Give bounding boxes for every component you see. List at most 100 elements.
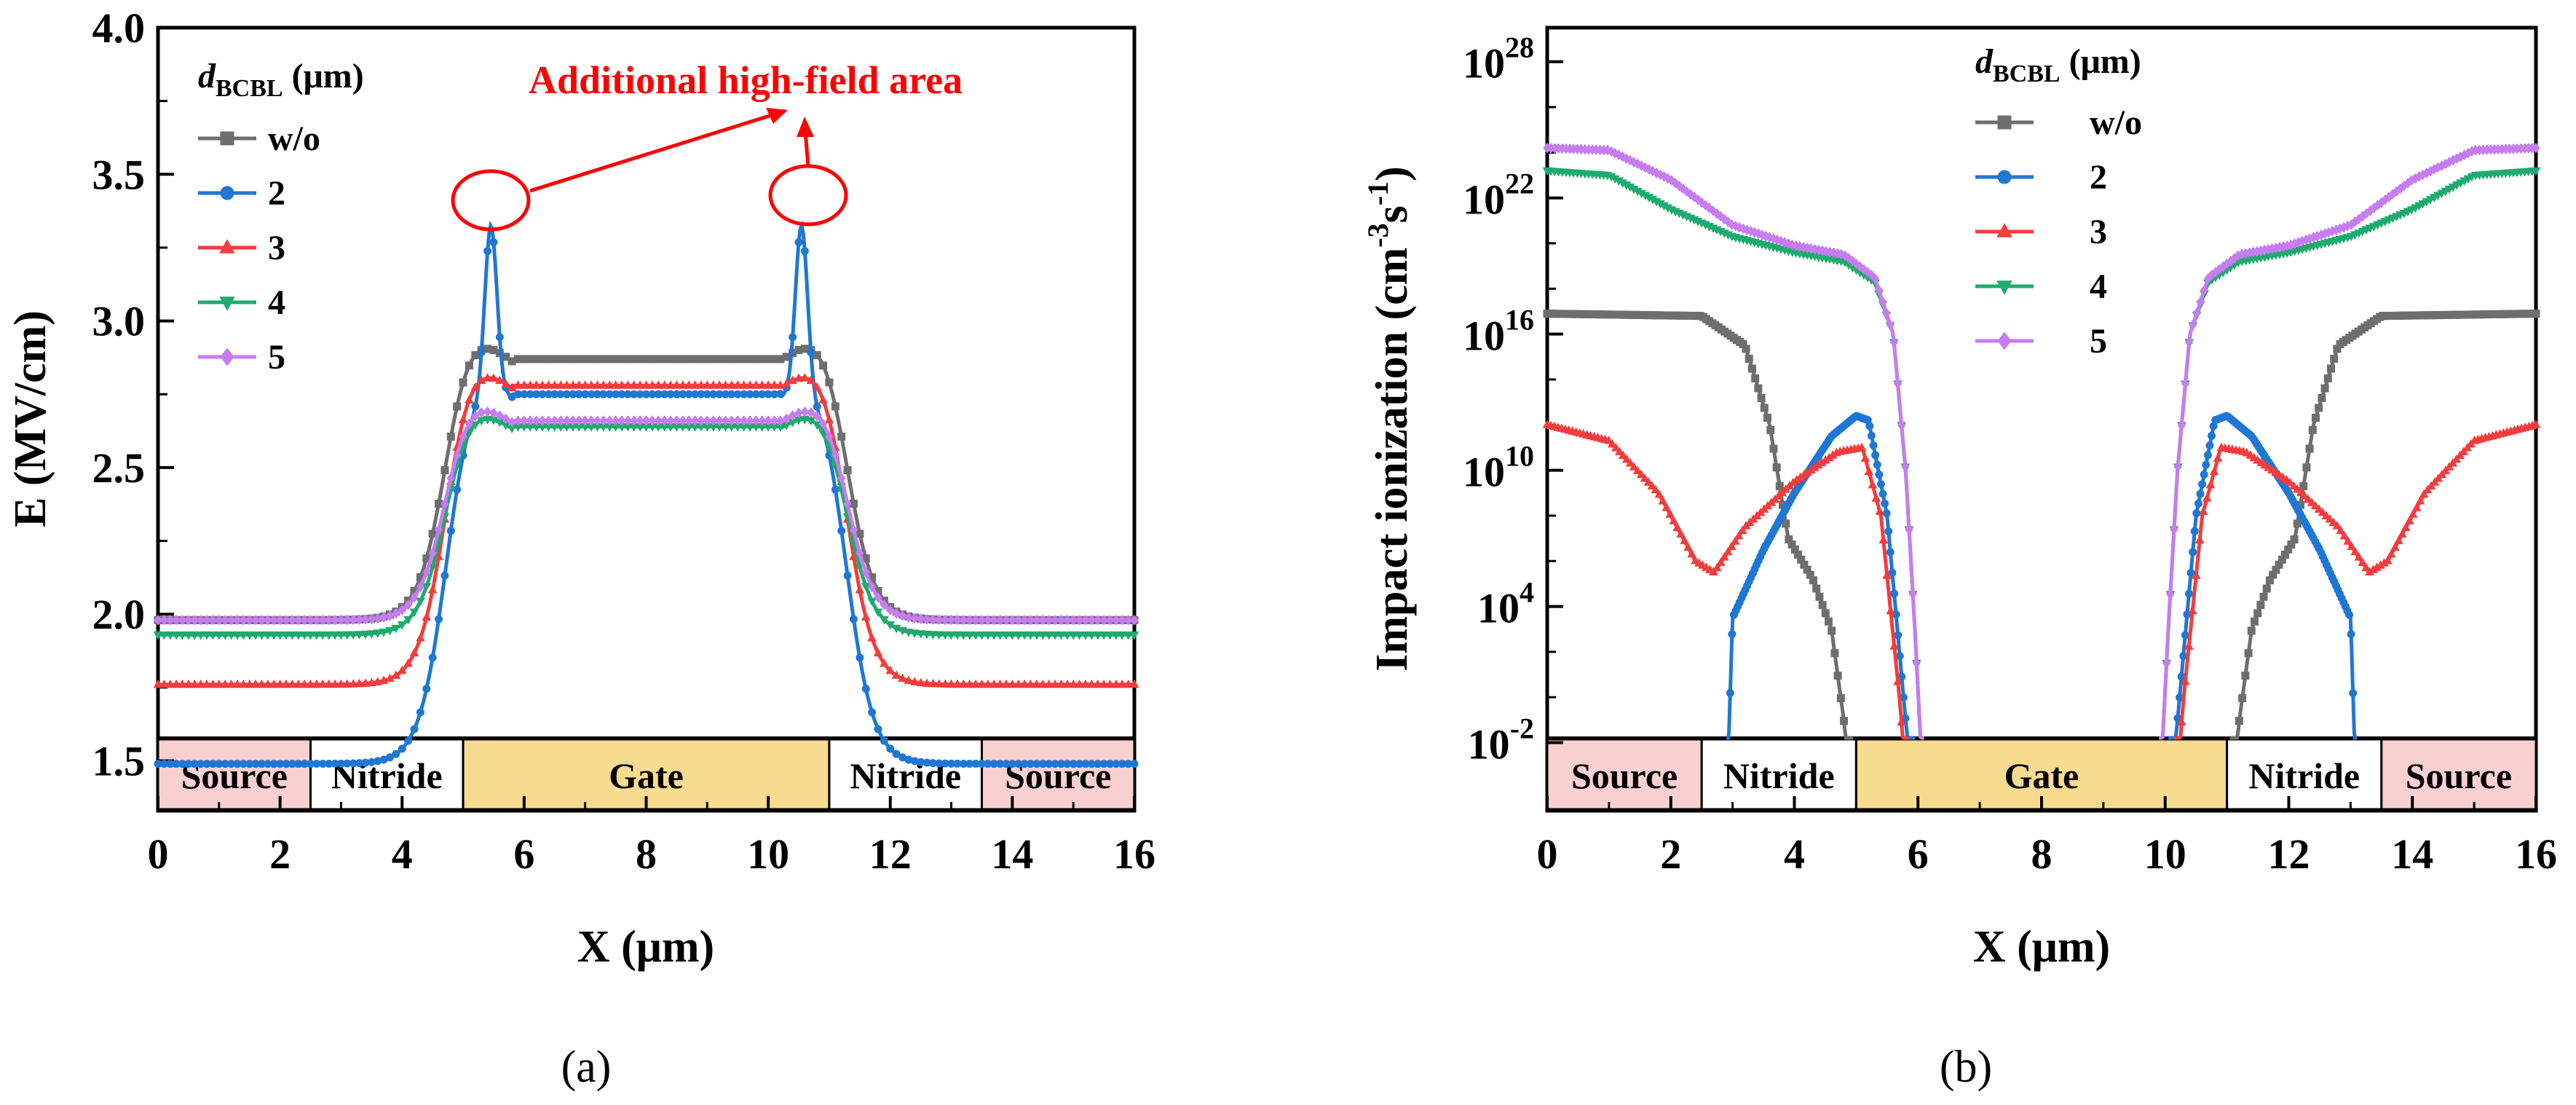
- data-point: [269, 679, 279, 688]
- data-point: [2177, 717, 2186, 725]
- data-point: [861, 685, 870, 693]
- data-point: [2415, 495, 2425, 505]
- panel-b-chart: Source Nitride Gate Nitride Source 0 2 4 6 8 10 12…: [1362, 25, 2557, 1092]
- data-point: [2187, 605, 2197, 615]
- x-tick-label: 6: [513, 830, 534, 878]
- data-point: [611, 415, 620, 426]
- data-point: [275, 631, 285, 640]
- data-point: [1857, 442, 1867, 452]
- data-point: [489, 407, 498, 419]
- data-point: [513, 415, 523, 426]
- data-point: [886, 605, 895, 616]
- data-point: [2347, 630, 2355, 639]
- data-point: [867, 597, 877, 607]
- data-point: [324, 631, 334, 640]
- data-point: [2186, 568, 2195, 577]
- data-point: [293, 631, 304, 640]
- data-point: [312, 679, 322, 688]
- data-point: [440, 571, 449, 580]
- data-point: [312, 631, 322, 640]
- data-point: [800, 247, 809, 256]
- data-point: [1026, 679, 1035, 688]
- data-point: [1062, 631, 1072, 640]
- data-point: [1730, 536, 1740, 545]
- data-point: [465, 361, 473, 370]
- series-line: [1547, 312, 1854, 740]
- data-point: [1001, 679, 1011, 688]
- data-point: [702, 380, 712, 389]
- data-point: [2196, 489, 2205, 498]
- data-point: [922, 630, 932, 640]
- data-point: [2189, 548, 2197, 557]
- data-point: [520, 415, 529, 426]
- panel-a-annotation-arrowhead-right: [797, 117, 814, 137]
- data-point: [995, 631, 1005, 640]
- data-point: [1647, 481, 1657, 489]
- data-point: [1769, 444, 1778, 453]
- data-point: [678, 380, 688, 389]
- data-point: [1099, 614, 1108, 626]
- data-point: [647, 380, 657, 389]
- data-point: [604, 380, 615, 389]
- data-point: [2448, 458, 2458, 467]
- data-point: [1014, 614, 1023, 626]
- region-nitride-3: [828, 738, 983, 811]
- data-point: [1662, 503, 1672, 511]
- data-point: [1123, 679, 1133, 688]
- data-point: [159, 631, 169, 640]
- data-point: [971, 679, 981, 688]
- data-point: [562, 415, 572, 426]
- panel-a-y-axis-label: E (MV/cm): [6, 310, 55, 527]
- data-point: [2241, 672, 2250, 680]
- data-point: [813, 402, 821, 411]
- data-point: [1056, 679, 1066, 688]
- data-point: [1014, 631, 1024, 640]
- data-point: [1687, 548, 1696, 558]
- data-point: [928, 678, 938, 688]
- data-point: [623, 380, 633, 389]
- data-point: [1742, 345, 1750, 353]
- data-point: [446, 432, 455, 441]
- data-point: [2312, 413, 2320, 422]
- data-point: [250, 679, 261, 688]
- panel-a-series: [153, 220, 1139, 768]
- data-point: [257, 614, 266, 626]
- data-point: [299, 631, 309, 640]
- data-point: [257, 679, 266, 688]
- region-label-3: Nitride: [2248, 755, 2360, 796]
- data-point: [562, 380, 572, 389]
- data-point: [2200, 285, 2209, 296]
- legend-label-wo: w/o: [268, 119, 320, 158]
- data-point: [208, 614, 218, 626]
- data-point: [189, 679, 199, 688]
- data-point: [891, 624, 901, 634]
- data-point: [1874, 285, 1884, 296]
- x-tick-label: 16: [1113, 830, 1155, 878]
- data-point: [1093, 631, 1103, 640]
- data-point: [1726, 541, 1737, 550]
- data-point: [1886, 605, 1896, 615]
- data-point: [971, 631, 981, 640]
- data-point: [989, 679, 999, 688]
- data-point: [1094, 614, 1102, 626]
- data-point: [197, 614, 205, 626]
- panel-a-caption: (a): [561, 1042, 612, 1092]
- data-point: [183, 679, 194, 688]
- data-point: [1672, 522, 1683, 531]
- data-point: [410, 725, 419, 734]
- data-point: [1901, 461, 1910, 473]
- data-point: [550, 415, 559, 426]
- data-point: [745, 380, 755, 389]
- data-point: [2320, 384, 2329, 393]
- x-tick-label: 14: [2391, 830, 2433, 878]
- data-point: [325, 614, 333, 626]
- data-point: [331, 614, 339, 626]
- data-point: [330, 631, 340, 640]
- data-point: [2470, 435, 2479, 444]
- data-point: [1882, 570, 1892, 579]
- data-point: [232, 679, 242, 688]
- data-point: [2170, 524, 2178, 535]
- panel-b-plot-frame: [1545, 25, 2538, 813]
- data-point: [819, 361, 828, 370]
- data-point: [226, 631, 236, 640]
